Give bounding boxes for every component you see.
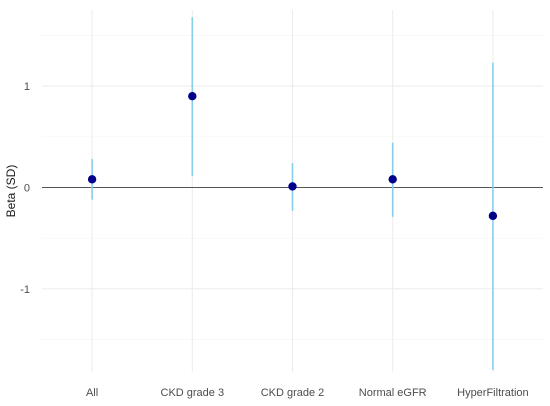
y-axis-title: Beta (SD) (4, 165, 18, 218)
x-tick-labels: All CKD grade 3 CKD grade 2 Normal eGFR Hype… (86, 387, 529, 399)
estimate-point (87, 175, 97, 184)
x-tick-label: CKD grade 3 (161, 387, 225, 399)
estimate-point (488, 211, 498, 221)
x-tick-label: All (86, 387, 98, 399)
x-tick-label: CKD grade 2 (261, 387, 325, 399)
y-tick-label: -1 (20, 284, 30, 296)
y-tick-labels: -1 0 1 (20, 81, 30, 296)
estimate-point (188, 91, 197, 101)
x-tick-label: HyperFiltration (457, 387, 529, 399)
estimate-point (288, 182, 297, 191)
x-tick-label: Normal eGFR (359, 387, 427, 399)
estimate-point (388, 175, 397, 184)
point-layer (87, 91, 498, 221)
y-tick-label: 0 (24, 182, 30, 194)
y-tick-label: 1 (24, 81, 30, 93)
